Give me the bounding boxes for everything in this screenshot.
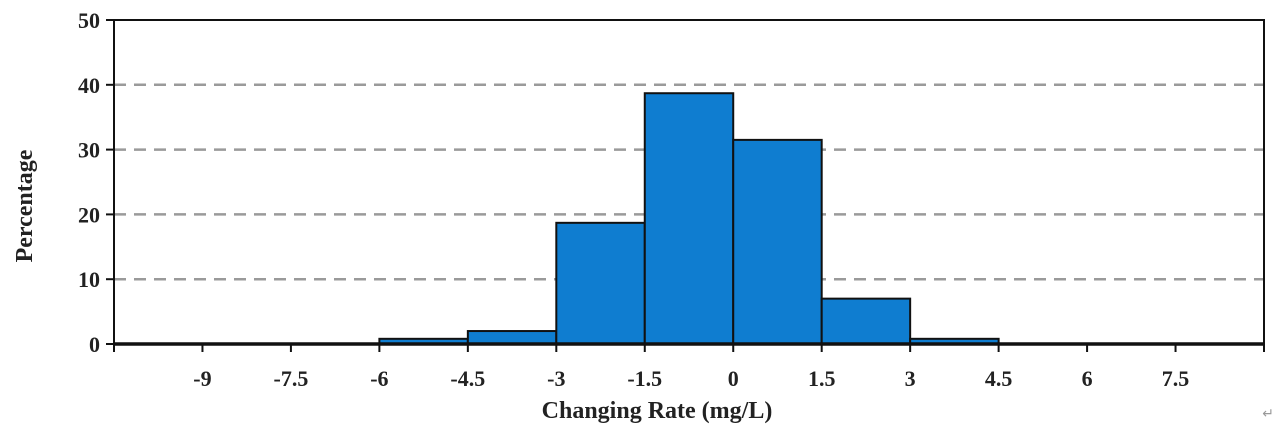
y-tick-label: 50 (78, 8, 100, 33)
y-axis-title: Percentage (12, 149, 38, 262)
histogram-bar (820, 297, 912, 346)
histogram-bars (378, 92, 1000, 346)
x-tick-label: 3 (905, 366, 916, 391)
histogram-bar (643, 92, 735, 345)
x-tick-labels: -9 -7.5 -6 -4.5 -3 -1.5 0 1.5 3 4.5 6 7.5 (193, 366, 1189, 391)
return-mark: ↵ (1262, 406, 1274, 422)
x-tick-label: 4.5 (985, 366, 1013, 391)
x-tick-label: 7.5 (1162, 366, 1190, 391)
histogram-bar (732, 138, 823, 345)
x-tick-label: -4.5 (450, 366, 485, 391)
axes (106, 19, 1265, 352)
gridlines (114, 83, 1264, 281)
y-tick-label: 0 (89, 332, 100, 357)
histogram-bar (466, 330, 558, 346)
y-tick-label: 20 (78, 202, 100, 227)
y-tick-label: 40 (78, 73, 100, 98)
x-tick-label: 0 (728, 366, 739, 391)
x-tick-label: -6 (370, 366, 388, 391)
x-tick-label: 6 (1082, 366, 1093, 391)
x-tick-label: -9 (193, 366, 211, 391)
x-tick-label: -3 (547, 366, 565, 391)
histogram-bar (555, 221, 646, 346)
y-tick-label: 10 (78, 267, 100, 292)
x-tick-label: 1.5 (808, 366, 836, 391)
x-tick-label: -1.5 (627, 366, 662, 391)
y-tick-labels: 0 10 20 30 40 50 (78, 8, 100, 357)
y-tick-label: 30 (78, 138, 100, 163)
x-axis-title: Changing Rate (mg/L) (542, 398, 773, 424)
x-tick-label: -7.5 (274, 366, 309, 391)
